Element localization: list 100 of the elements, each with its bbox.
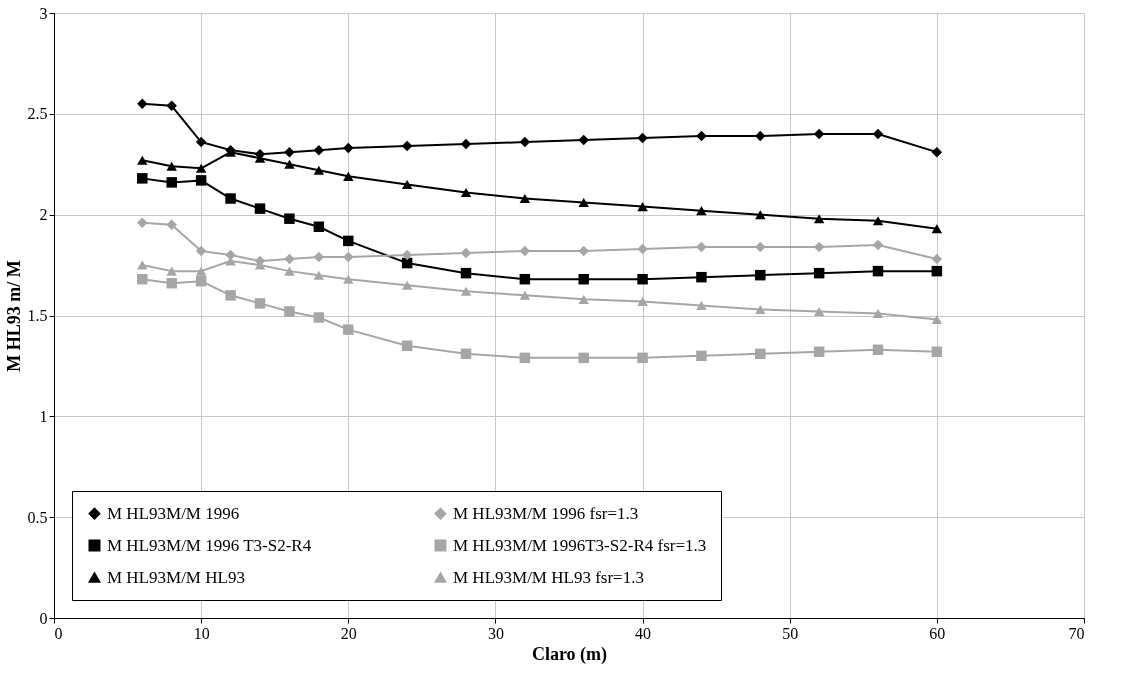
point (872, 239, 884, 251)
point (460, 286, 472, 296)
point (166, 161, 177, 171)
point (225, 193, 236, 204)
point (343, 171, 354, 181)
point (343, 142, 354, 154)
point (578, 245, 589, 257)
point (519, 273, 531, 285)
point (137, 260, 148, 270)
point (166, 277, 177, 289)
point (343, 274, 354, 284)
point (519, 136, 531, 148)
x-tick-label: 0 (54, 624, 63, 642)
point (637, 352, 648, 364)
legend-label: M HL93M/M HL93 (107, 567, 245, 587)
point (637, 243, 648, 255)
point (578, 294, 589, 304)
point (195, 245, 207, 257)
point (313, 270, 325, 280)
point (401, 249, 413, 261)
x-tick-label: 50 (782, 624, 799, 642)
point (343, 235, 354, 247)
point (696, 206, 707, 216)
point (813, 306, 825, 317)
point (343, 324, 354, 335)
point (578, 352, 589, 364)
point (931, 146, 943, 158)
point (401, 140, 413, 152)
point (401, 280, 413, 290)
point (931, 265, 943, 277)
point (519, 290, 531, 300)
point (195, 266, 207, 276)
x-axis-title: Claro (m) (531, 643, 608, 665)
point (225, 290, 236, 301)
y-tick-label: 3 (39, 4, 48, 22)
point (755, 304, 766, 314)
point (166, 219, 177, 230)
point (696, 130, 707, 142)
point (166, 100, 177, 112)
point (254, 203, 266, 214)
point (931, 253, 943, 265)
y-tick-label: 0 (39, 609, 48, 627)
point (195, 136, 207, 148)
point (872, 265, 884, 277)
point (313, 221, 325, 233)
point (137, 173, 148, 184)
point (284, 159, 295, 169)
legend-label: M HL93M/M 1996 fsr=1.3 (453, 503, 639, 523)
point (284, 306, 295, 317)
point (137, 273, 148, 285)
point (195, 175, 207, 186)
point (137, 155, 148, 165)
legend-label: M HL93M/M 1996 (107, 503, 240, 523)
x-tick-label: 10 (193, 624, 210, 642)
point (813, 214, 825, 224)
point (755, 210, 766, 220)
point (578, 134, 589, 146)
point (313, 165, 325, 175)
point (755, 130, 766, 142)
point (696, 271, 707, 283)
point (813, 128, 825, 140)
point (872, 344, 884, 356)
y-axis-title: M HL93 m/ M (3, 260, 24, 372)
point (460, 348, 472, 360)
point (166, 266, 177, 276)
legend-label: M HL93M/M 1996 T3-S2-R4 (107, 535, 312, 555)
legend-label: M HL93M/M 1996T3-S2-R4 fsr=1.3 (453, 535, 707, 555)
x-tick-label: 40 (635, 624, 652, 642)
point (931, 346, 943, 358)
x-tick-label: 70 (1068, 624, 1085, 642)
point (401, 340, 413, 351)
point (813, 346, 825, 358)
point (460, 138, 472, 150)
point (931, 314, 943, 325)
point (195, 275, 207, 287)
point (166, 177, 177, 188)
y-tick-label: 2.5 (27, 105, 48, 123)
point (755, 348, 766, 360)
point (137, 217, 148, 228)
point (872, 128, 884, 140)
point (755, 241, 766, 253)
point (284, 253, 295, 265)
point (519, 352, 531, 364)
x-tick-label: 60 (929, 624, 946, 642)
point (137, 98, 148, 109)
point (284, 213, 295, 224)
y-tick-label: 0.5 (27, 508, 48, 526)
point (931, 224, 943, 234)
point (460, 247, 472, 259)
point (578, 198, 589, 208)
point (284, 146, 295, 158)
point (578, 273, 589, 285)
point (460, 187, 472, 198)
point (401, 179, 413, 189)
legend-label: M HL93M/M HL93 fsr=1.3 (453, 567, 644, 587)
y-tick-label: 1 (39, 407, 48, 425)
point (637, 202, 648, 212)
point (254, 298, 266, 309)
point (813, 267, 825, 279)
point (313, 144, 325, 156)
